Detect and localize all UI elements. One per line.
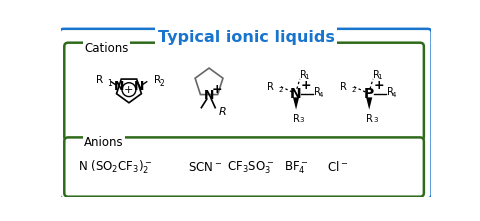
Text: R: R [219, 107, 227, 117]
Text: P: P [364, 86, 374, 101]
Text: Typical ionic liquids: Typical ionic liquids [157, 30, 335, 45]
Text: 1: 1 [304, 74, 309, 80]
Text: 2: 2 [351, 87, 356, 93]
Text: N: N [134, 80, 144, 93]
Text: R: R [387, 87, 394, 97]
Polygon shape [293, 97, 299, 110]
Text: CF$_3$SO$_3^-$: CF$_3$SO$_3^-$ [227, 159, 274, 176]
Text: N: N [114, 80, 124, 93]
Text: R: R [293, 114, 300, 124]
Text: 3: 3 [373, 117, 378, 123]
Text: 2: 2 [159, 79, 164, 88]
Text: +: + [124, 85, 133, 95]
Text: +: + [211, 84, 222, 96]
Text: 1: 1 [378, 74, 382, 80]
Text: R: R [340, 82, 347, 92]
Text: R: R [314, 87, 321, 97]
Polygon shape [366, 97, 372, 110]
Text: SCN$^-$: SCN$^-$ [188, 161, 222, 174]
Text: Cations: Cations [84, 42, 129, 55]
Text: 1: 1 [108, 79, 112, 88]
Text: Anions: Anions [84, 136, 124, 149]
Text: R: R [373, 70, 380, 80]
Text: R: R [366, 114, 372, 124]
Text: R: R [96, 75, 104, 85]
Text: 2: 2 [278, 87, 283, 93]
Text: BF$_4^-$: BF$_4^-$ [285, 159, 309, 176]
Text: 4: 4 [392, 92, 396, 98]
Text: R: R [267, 82, 274, 92]
Text: 3: 3 [300, 117, 304, 123]
FancyBboxPatch shape [64, 137, 424, 197]
Text: R: R [300, 70, 307, 80]
Text: +: + [301, 78, 312, 91]
Text: N: N [204, 89, 214, 102]
Text: 4: 4 [318, 92, 323, 98]
FancyBboxPatch shape [60, 29, 432, 198]
Text: Cl$^-$: Cl$^-$ [327, 160, 348, 174]
Text: N (SO$_2$CF$_3$)$_2^-$: N (SO$_2$CF$_3$)$_2^-$ [78, 159, 153, 176]
Text: R: R [155, 75, 162, 85]
Text: N: N [290, 86, 302, 101]
Text: +: + [374, 78, 384, 91]
FancyBboxPatch shape [64, 43, 424, 141]
